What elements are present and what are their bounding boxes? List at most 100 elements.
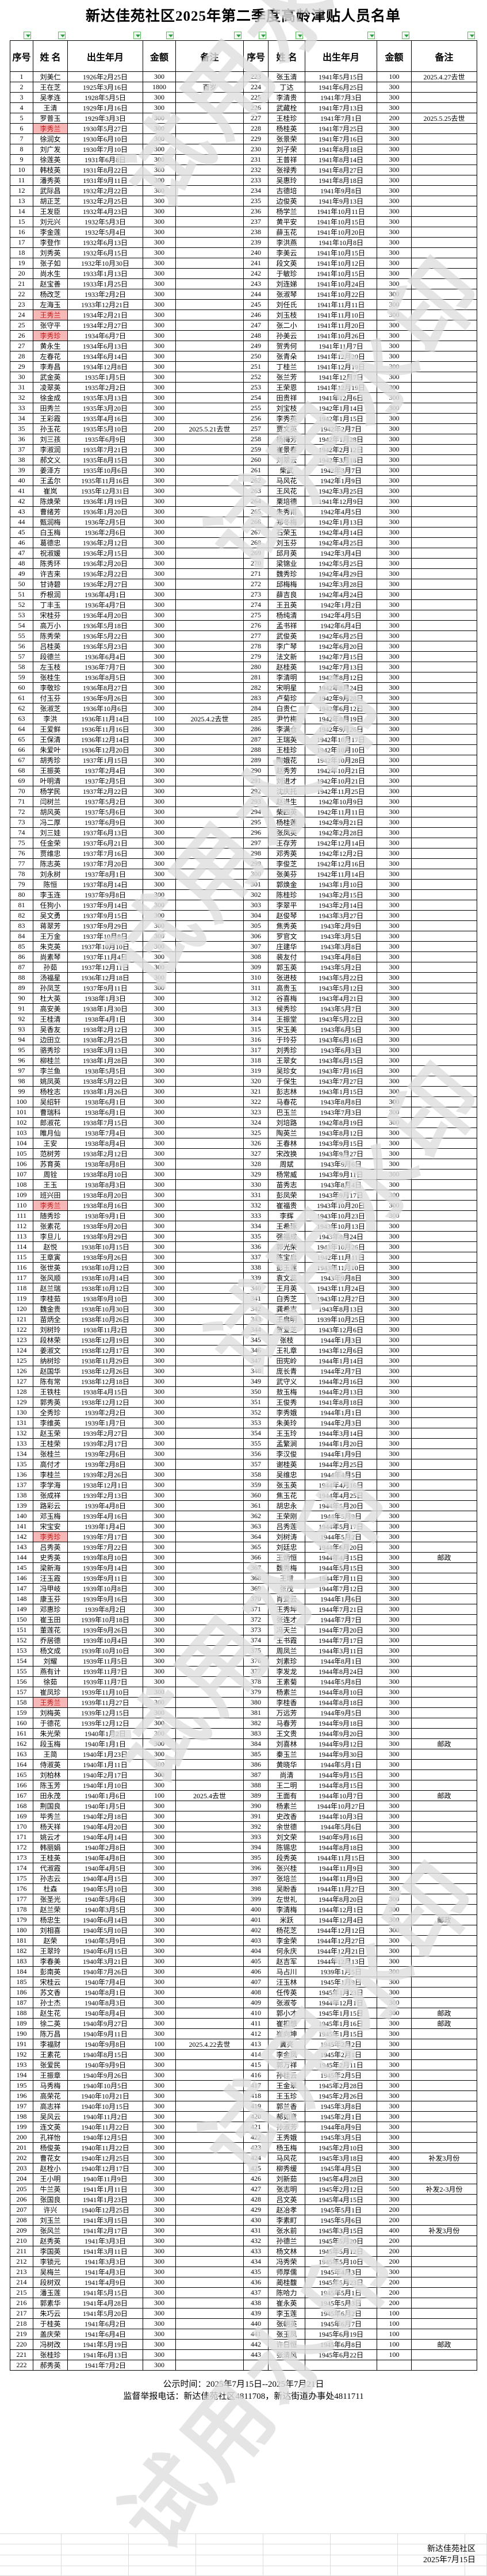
note-cell bbox=[175, 1769, 244, 1780]
name-cell: 徐莲英 bbox=[33, 154, 68, 165]
serial-cell: 142 bbox=[10, 1531, 33, 1542]
amount-cell: 300 bbox=[143, 1231, 176, 1242]
birthdate-cell: 1944年7月12日 bbox=[305, 1583, 377, 1594]
name-cell: 祝淑媛 bbox=[33, 548, 68, 559]
serial-cell: 326 bbox=[243, 1138, 269, 1149]
serial-cell: 234 bbox=[243, 185, 269, 196]
amount-cell: 300 bbox=[377, 910, 412, 921]
birthdate-cell: 1941年9月13日 bbox=[305, 196, 377, 207]
table-row: 175 孙志云 1940年4月15日 300 397 张培兰 1944年11月9日 300 bbox=[10, 1873, 477, 1884]
filter-dropdown-icon[interactable] bbox=[234, 32, 241, 39]
filter-dropdown-icon[interactable] bbox=[24, 32, 31, 39]
name-cell: 杨玉梅 bbox=[268, 2142, 305, 2153]
birthdate-cell: 1941年7月25日 bbox=[305, 123, 377, 134]
note-cell bbox=[175, 1956, 244, 1967]
birthdate-cell: 1941年8月18日 bbox=[305, 144, 377, 155]
roster-table: 序号姓 名出生年月 金额 备注 序号姓 名出生年月 金额 备注 1 刘美仁 1926年2月25… bbox=[10, 40, 477, 2371]
serial-cell: 435 bbox=[243, 2267, 269, 2277]
name-cell: 肖爱云 bbox=[268, 1593, 305, 1604]
amount-cell: 100 bbox=[143, 1790, 176, 1801]
birthdate-cell: 1939年10月10日 bbox=[67, 1645, 143, 1656]
table-row: 83 蒋翠芳 1937年9月29日 300 305 焦秀英 1943年2月9日 300 bbox=[10, 920, 477, 931]
note-cell bbox=[175, 1272, 244, 1283]
serial-cell: 83 bbox=[10, 920, 33, 931]
note-cell bbox=[175, 2318, 244, 2329]
filter-dropdown-icon[interactable] bbox=[367, 32, 375, 39]
note-cell bbox=[411, 1614, 477, 1625]
serial-cell: 249 bbox=[243, 341, 269, 351]
serial-cell: 417 bbox=[243, 2080, 269, 2091]
serial-cell: 394 bbox=[243, 1842, 269, 1853]
serial-cell: 167 bbox=[10, 1790, 33, 1801]
amount-cell: 300 bbox=[377, 599, 412, 610]
name-cell: 刘玉枝 bbox=[268, 309, 305, 320]
note-cell bbox=[175, 1863, 244, 1874]
amount-cell: 300 bbox=[377, 1562, 412, 1573]
name-cell: 班兴田 bbox=[33, 1190, 68, 1201]
name-cell: 王面有 bbox=[268, 1790, 305, 1801]
serial-cell: 107 bbox=[10, 1169, 33, 1180]
serial-cell: 419 bbox=[243, 2101, 269, 2112]
name-cell: 边俊英 bbox=[268, 196, 305, 207]
serial-cell: 116 bbox=[10, 1262, 33, 1273]
serial-cell: 138 bbox=[10, 1490, 33, 1501]
table-row: 160 于德花 1939年12月12日 300 382 马春芳 1944年9月18日 300 bbox=[10, 1718, 477, 1729]
serial-cell: 136 bbox=[10, 1469, 33, 1480]
name-cell: 彭南英 bbox=[33, 1966, 68, 1977]
serial-cell: 265 bbox=[243, 506, 269, 517]
serial-cell: 315 bbox=[243, 1024, 269, 1035]
name-cell: 王书霞 bbox=[268, 1635, 305, 1646]
note-cell bbox=[175, 1521, 244, 1532]
birthdate-cell: 1938年12月1日 bbox=[67, 1480, 143, 1490]
name-cell: 李秀娥 bbox=[268, 1407, 305, 1418]
birthdate-cell: 1936年2月6日 bbox=[67, 527, 143, 538]
note-cell bbox=[411, 1977, 477, 1988]
table-row: 99 杨栓志 1938年1月26日 300 321 彭志林 1943年1月15日 300 bbox=[10, 1086, 477, 1097]
name-cell: 吕文英 bbox=[268, 2194, 305, 2205]
table-row: 7 徐润女 1930年6月10日 300 229 张景荣 1941年7月16日 300 bbox=[10, 133, 477, 144]
note-cell bbox=[175, 848, 244, 859]
name-cell: 张青朵 bbox=[268, 351, 305, 362]
amount-cell: 300 bbox=[377, 165, 412, 175]
filter-dropdown-icon[interactable] bbox=[402, 32, 409, 39]
serial-cell: 252 bbox=[243, 372, 269, 383]
name-cell: 李素町 bbox=[268, 2215, 305, 2226]
birthdate-cell: 1941年6月4日 bbox=[67, 2329, 143, 2340]
amount-cell: 300 bbox=[377, 1759, 412, 1770]
birthdate-cell: 1941年10月11日 bbox=[305, 206, 377, 217]
table-row: 114 赵悦 1938年10月15日 300 336 郭光荣 1943年10月26日 300 bbox=[10, 1241, 477, 1252]
serial-cell: 44 bbox=[10, 517, 33, 528]
grid-cell bbox=[129, 2566, 196, 2576]
serial-cell: 263 bbox=[243, 486, 269, 496]
filter-dropdown-icon[interactable] bbox=[133, 32, 141, 39]
serial-cell: 56 bbox=[10, 641, 33, 652]
table-row: 92 王桂清 1938年4月1日 300 314 王振堂 1943年5月22日 300 bbox=[10, 1014, 477, 1025]
serial-cell: 285 bbox=[243, 713, 269, 724]
birthdate-cell: 1944年4月15日 bbox=[305, 1552, 377, 1563]
birthdate-cell: 1942年1月15日 bbox=[305, 413, 377, 424]
filter-dropdown-icon[interactable] bbox=[166, 32, 174, 39]
filter-dropdown-icon[interactable] bbox=[467, 32, 475, 39]
serial-cell: 19 bbox=[10, 258, 33, 269]
table-row: 137 李学海 1938年12月1日 300 359 张玉英 1944年4月16日 300 bbox=[10, 1480, 477, 1490]
amount-cell: 300 bbox=[143, 1925, 176, 1936]
serial-cell: 186 bbox=[10, 1987, 33, 1998]
filter-dropdown-icon[interactable] bbox=[259, 32, 266, 39]
birthdate-cell: 1938年9月10日 bbox=[67, 1293, 143, 1304]
note-cell bbox=[411, 1345, 477, 1356]
birthdate-cell: 1944年8月15日 bbox=[305, 1780, 377, 1791]
table-row: 165 刘柏林 1940年2月17日 300 387 尚清 1944年9月15日 300 bbox=[10, 1769, 477, 1780]
table-row: 156 徐茹 1939年11月7日 300 378 王素菊 1944年5月8日 300 bbox=[10, 1676, 477, 1687]
table-row: 125 纳树珍 1938年11月29日 300 347 田宪岭 1944年1月14日 300 bbox=[10, 1355, 477, 1366]
serial-cell: 30 bbox=[10, 372, 33, 383]
filter-dropdown-icon[interactable] bbox=[296, 32, 303, 39]
name-cell: 孙玉花 bbox=[33, 423, 68, 434]
name-cell: 郑冬梅 bbox=[268, 517, 305, 528]
note-cell bbox=[175, 2080, 244, 2091]
amount-cell: 300 bbox=[377, 1687, 412, 1698]
name-cell: 石荣玉 bbox=[268, 527, 305, 538]
amount-cell: 300 bbox=[377, 382, 412, 393]
name-cell: 张守平 bbox=[33, 320, 68, 331]
filter-dropdown-icon[interactable] bbox=[58, 32, 66, 39]
amount-cell: 100 bbox=[377, 2349, 412, 2360]
